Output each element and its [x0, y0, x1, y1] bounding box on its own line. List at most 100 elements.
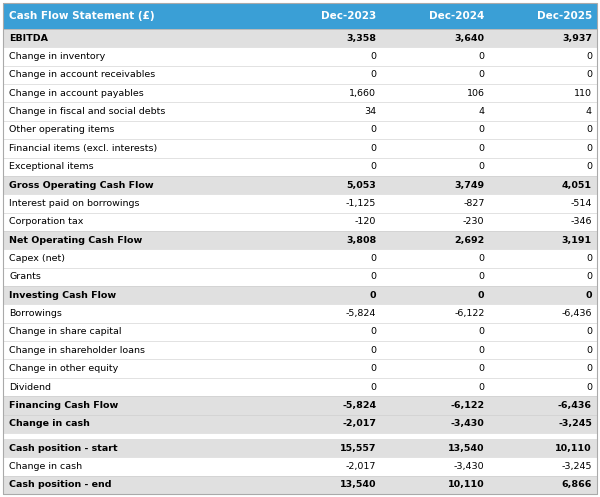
Text: Change in share capital: Change in share capital: [9, 328, 121, 336]
Text: -3,245: -3,245: [558, 419, 592, 428]
Bar: [3, 341, 597, 359]
Text: Cash position - start: Cash position - start: [9, 444, 118, 453]
Text: Corporation tax: Corporation tax: [9, 217, 83, 226]
Text: 0: 0: [370, 328, 376, 336]
Text: Exceptional items: Exceptional items: [9, 162, 94, 171]
Text: -514: -514: [571, 199, 592, 208]
Text: 4: 4: [478, 107, 484, 116]
Text: Net Operating Cash Flow: Net Operating Cash Flow: [9, 236, 142, 245]
Text: -6,436: -6,436: [562, 309, 592, 318]
Bar: [3, 457, 597, 476]
Text: Gross Operating Cash Flow: Gross Operating Cash Flow: [9, 180, 154, 189]
Bar: [3, 213, 597, 231]
Bar: [3, 378, 597, 396]
Text: 0: 0: [478, 346, 484, 355]
Text: 6,866: 6,866: [562, 480, 592, 490]
Text: 0: 0: [586, 364, 592, 373]
Text: -6,436: -6,436: [558, 401, 592, 410]
Text: 4,051: 4,051: [562, 180, 592, 189]
Text: 2,692: 2,692: [454, 236, 484, 245]
Text: 15,557: 15,557: [340, 444, 376, 453]
Text: Financing Cash Flow: Financing Cash Flow: [9, 401, 118, 410]
Bar: [3, 476, 597, 494]
Text: 0: 0: [478, 52, 484, 61]
Text: -3,430: -3,430: [454, 462, 484, 471]
Bar: [3, 29, 597, 47]
Text: 0: 0: [478, 383, 484, 392]
Text: Change in other equity: Change in other equity: [9, 364, 118, 373]
Text: -1,125: -1,125: [346, 199, 376, 208]
Text: 0: 0: [478, 272, 484, 281]
Bar: [3, 359, 597, 378]
Text: 0: 0: [370, 346, 376, 355]
Text: -6,122: -6,122: [454, 309, 484, 318]
Text: Change in cash: Change in cash: [9, 419, 90, 428]
Bar: [3, 47, 597, 66]
Text: 110: 110: [574, 89, 592, 98]
Text: -230: -230: [463, 217, 484, 226]
Text: Cash Flow Statement (£): Cash Flow Statement (£): [9, 11, 155, 21]
Text: Change in account payables: Change in account payables: [9, 89, 144, 98]
Bar: [3, 194, 597, 213]
Text: -346: -346: [571, 217, 592, 226]
Text: 0: 0: [478, 144, 484, 153]
Bar: [3, 158, 597, 176]
Text: 0: 0: [370, 364, 376, 373]
Text: 0: 0: [478, 254, 484, 263]
Text: Other operating items: Other operating items: [9, 125, 115, 135]
Text: 0: 0: [370, 52, 376, 61]
Text: -5,824: -5,824: [346, 309, 376, 318]
Text: -5,824: -5,824: [342, 401, 376, 410]
Bar: [3, 268, 597, 286]
Text: 0: 0: [370, 144, 376, 153]
Text: 0: 0: [586, 254, 592, 263]
Bar: [3, 3, 597, 29]
Text: 0: 0: [370, 125, 376, 135]
Text: Change in fiscal and social debts: Change in fiscal and social debts: [9, 107, 166, 116]
Bar: [3, 121, 597, 139]
Bar: [3, 102, 597, 121]
Text: 0: 0: [586, 144, 592, 153]
Text: Interest paid on borrowings: Interest paid on borrowings: [9, 199, 139, 208]
Text: Financial items (excl. interests): Financial items (excl. interests): [9, 144, 157, 153]
Text: EBITDA: EBITDA: [9, 34, 48, 43]
Bar: [3, 176, 597, 194]
Bar: [3, 84, 597, 102]
Text: 34: 34: [364, 107, 376, 116]
Bar: [3, 249, 597, 268]
Bar: [3, 414, 597, 433]
Text: -6,122: -6,122: [451, 401, 484, 410]
Text: 0: 0: [478, 125, 484, 135]
Text: 0: 0: [478, 291, 484, 300]
Text: 3,937: 3,937: [562, 34, 592, 43]
Text: 0: 0: [370, 272, 376, 281]
Text: 0: 0: [478, 162, 484, 171]
Text: 3,358: 3,358: [346, 34, 376, 43]
Text: 106: 106: [466, 89, 484, 98]
Text: 0: 0: [370, 383, 376, 392]
Text: Change in account receivables: Change in account receivables: [9, 71, 155, 80]
Text: -3,245: -3,245: [562, 462, 592, 471]
Text: 10,110: 10,110: [556, 444, 592, 453]
Text: Cash position - end: Cash position - end: [9, 480, 112, 490]
Text: 0: 0: [586, 125, 592, 135]
Text: 10,110: 10,110: [448, 480, 484, 490]
Text: 0: 0: [370, 162, 376, 171]
Text: Change in cash: Change in cash: [9, 462, 82, 471]
Bar: [3, 323, 597, 341]
Text: 3,749: 3,749: [454, 180, 484, 189]
Text: -3,430: -3,430: [451, 419, 484, 428]
Text: Dec-2024: Dec-2024: [429, 11, 484, 21]
Text: 3,808: 3,808: [346, 236, 376, 245]
Text: -120: -120: [355, 217, 376, 226]
Text: 0: 0: [586, 383, 592, 392]
Bar: [3, 139, 597, 158]
Text: Investing Cash Flow: Investing Cash Flow: [9, 291, 116, 300]
Bar: [3, 66, 597, 84]
Text: 4: 4: [586, 107, 592, 116]
Text: 0: 0: [586, 291, 592, 300]
Text: 0: 0: [478, 71, 484, 80]
Text: Dividend: Dividend: [9, 383, 51, 392]
Text: Change in inventory: Change in inventory: [9, 52, 105, 61]
Text: 13,540: 13,540: [340, 480, 376, 490]
